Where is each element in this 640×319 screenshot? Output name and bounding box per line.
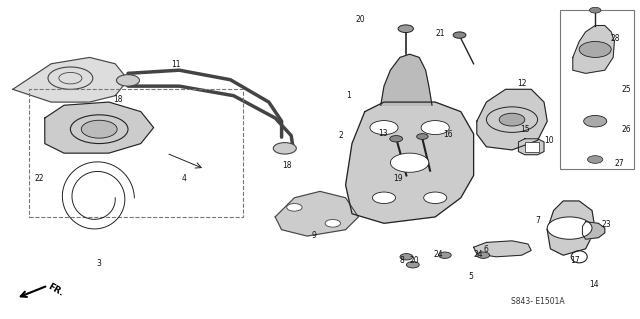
Polygon shape <box>346 102 474 223</box>
Circle shape <box>390 136 403 142</box>
Polygon shape <box>381 54 432 105</box>
Polygon shape <box>275 191 358 236</box>
Text: 18: 18 <box>114 95 123 104</box>
Polygon shape <box>573 26 614 73</box>
Text: 9: 9 <box>311 231 316 240</box>
Text: 17: 17 <box>570 256 580 265</box>
Text: 27: 27 <box>614 159 625 168</box>
Text: 18: 18 <box>282 161 291 170</box>
Text: 23: 23 <box>602 220 612 229</box>
Polygon shape <box>13 57 128 102</box>
Circle shape <box>421 121 449 135</box>
Circle shape <box>398 25 413 33</box>
Text: 22: 22 <box>35 174 44 183</box>
Circle shape <box>406 262 419 268</box>
Text: 16: 16 <box>443 130 453 139</box>
Bar <box>560 10 634 169</box>
Circle shape <box>584 115 607 127</box>
Polygon shape <box>547 201 595 255</box>
Circle shape <box>424 192 447 204</box>
Circle shape <box>287 204 302 211</box>
Circle shape <box>499 113 525 126</box>
Text: 20: 20 <box>410 256 420 265</box>
Text: S843- E1501A: S843- E1501A <box>511 297 564 306</box>
Text: 7: 7 <box>535 216 540 225</box>
Text: 28: 28 <box>611 34 620 43</box>
Circle shape <box>81 120 117 138</box>
Text: 25: 25 <box>621 85 631 94</box>
Text: 5: 5 <box>468 272 473 281</box>
Text: 24: 24 <box>433 250 444 259</box>
Circle shape <box>579 41 611 57</box>
Text: 3: 3 <box>97 259 102 268</box>
Polygon shape <box>477 89 547 150</box>
Text: 6: 6 <box>484 245 489 254</box>
Text: 8: 8 <box>399 256 404 265</box>
Circle shape <box>325 219 340 227</box>
Bar <box>525 142 539 152</box>
Text: 11: 11 <box>172 60 180 69</box>
Text: 19: 19 <box>393 174 403 183</box>
Circle shape <box>477 252 490 258</box>
Polygon shape <box>582 222 605 239</box>
Circle shape <box>547 217 592 239</box>
Text: 12: 12 <box>517 79 526 88</box>
Polygon shape <box>45 102 154 153</box>
Circle shape <box>372 192 396 204</box>
Polygon shape <box>474 241 531 257</box>
Circle shape <box>417 134 428 139</box>
Text: 13: 13 <box>378 129 388 138</box>
Circle shape <box>390 153 429 172</box>
Circle shape <box>438 252 451 258</box>
Circle shape <box>370 121 398 135</box>
Text: 2: 2 <box>339 131 344 140</box>
Circle shape <box>116 75 140 86</box>
Text: 20: 20 <box>355 15 365 24</box>
Text: 10: 10 <box>544 136 554 145</box>
Text: 14: 14 <box>589 280 599 289</box>
Text: 26: 26 <box>621 125 631 134</box>
Text: 1: 1 <box>346 91 351 100</box>
Text: 4: 4 <box>182 174 187 183</box>
Circle shape <box>589 7 601 13</box>
Text: FR.: FR. <box>46 282 65 298</box>
Circle shape <box>273 143 296 154</box>
Circle shape <box>400 254 413 260</box>
Circle shape <box>453 32 466 38</box>
Text: 21: 21 <box>436 29 445 38</box>
Polygon shape <box>518 139 544 155</box>
Text: 24: 24 <box>474 250 484 259</box>
Bar <box>29 89 243 217</box>
Text: 15: 15 <box>520 125 530 134</box>
Circle shape <box>588 156 603 163</box>
